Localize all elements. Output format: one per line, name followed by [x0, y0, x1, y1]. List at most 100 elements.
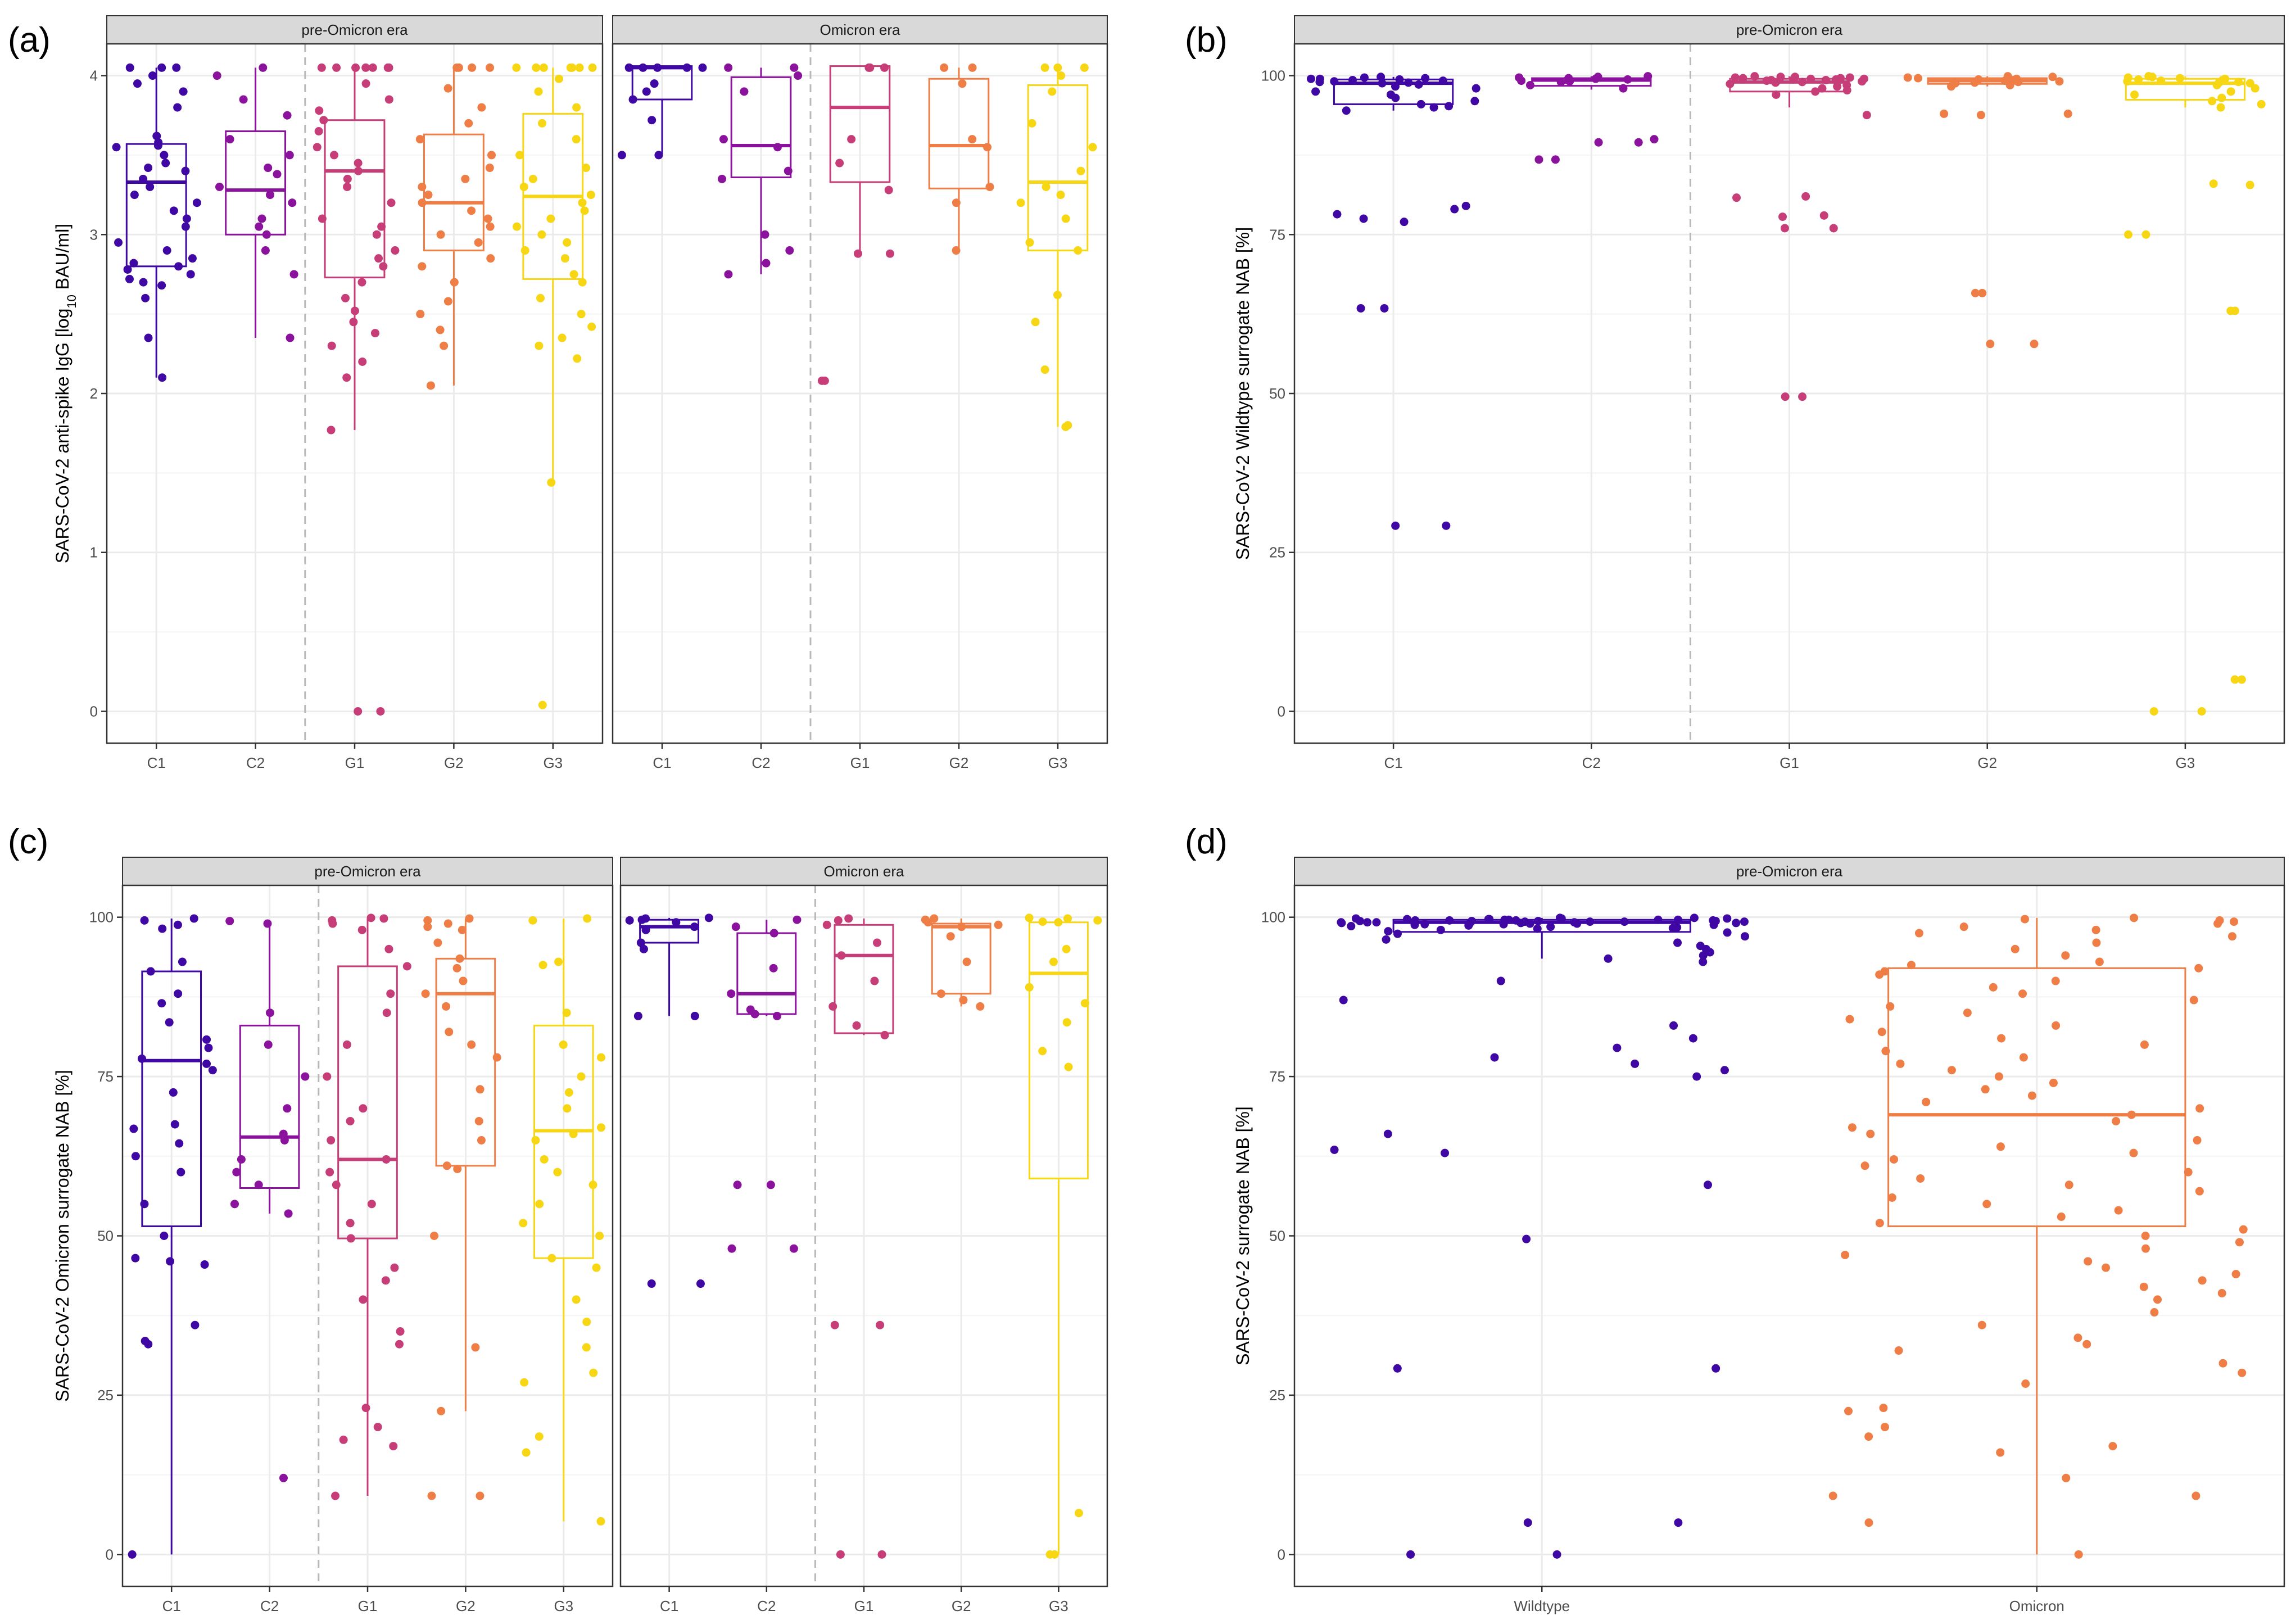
data-point: [1586, 917, 1595, 926]
box-iqr: [141, 970, 202, 1227]
data-point: [617, 151, 626, 160]
data-point: [731, 922, 740, 931]
data-point: [330, 151, 339, 160]
data-point: [2139, 1282, 2148, 1291]
data-point: [1982, 1200, 1991, 1209]
data-point: [208, 1066, 217, 1075]
y-tick-label: 50: [1269, 1228, 1285, 1245]
data-point: [146, 182, 155, 191]
data-point: [1339, 996, 1348, 1005]
data-point: [1061, 214, 1070, 223]
box-iqr: [829, 65, 891, 183]
data-point: [137, 1054, 146, 1063]
data-point: [1886, 1002, 1895, 1011]
data-point: [1057, 71, 1066, 80]
data-point: [1963, 1008, 1972, 1017]
data-point: [418, 198, 427, 207]
data-point: [672, 918, 681, 927]
data-point: [139, 278, 148, 287]
data-point: [144, 333, 153, 342]
data-point: [578, 198, 587, 207]
y-tick-label: 75: [97, 1068, 114, 1085]
data-point: [2055, 77, 2064, 86]
data-point: [257, 214, 266, 223]
data-point: [2231, 1270, 2240, 1279]
data-point: [873, 938, 882, 947]
box-iqr: [1333, 78, 1454, 105]
data-point: [1348, 75, 1357, 84]
data-point: [112, 143, 121, 152]
data-point: [1359, 214, 1368, 223]
x-tick-label: C2: [751, 754, 770, 771]
data-point: [1631, 1059, 1640, 1068]
data-point: [596, 1517, 605, 1526]
data-point: [794, 71, 803, 80]
data-point: [1806, 74, 1815, 83]
data-point: [255, 222, 264, 231]
data-point: [560, 254, 569, 263]
data-point: [486, 222, 495, 231]
y-tick-label: 2: [90, 385, 98, 402]
data-point: [2213, 919, 2222, 928]
data-point: [1522, 1234, 1531, 1243]
data-point: [1970, 78, 1979, 87]
data-point: [1977, 1320, 1986, 1329]
data-point: [520, 246, 529, 255]
data-point: [212, 71, 221, 80]
y-tick-label: 1: [90, 544, 98, 561]
data-point: [1533, 924, 1542, 933]
box-group-c2: [727, 915, 802, 1253]
data-point: [1391, 82, 1400, 91]
data-point: [1306, 74, 1315, 83]
data-point: [727, 989, 736, 998]
data-point: [1372, 918, 1381, 927]
data-point: [639, 944, 648, 953]
data-point: [170, 1120, 179, 1129]
box-iqr: [736, 932, 797, 1015]
data-point: [573, 354, 582, 363]
x-tick-label: G3: [1049, 1598, 1068, 1614]
data-point: [772, 1011, 781, 1020]
y-tick-label: 0: [106, 1546, 114, 1563]
data-point: [562, 1008, 571, 1017]
data-point: [376, 707, 385, 716]
data-point: [182, 214, 191, 223]
data-point: [2218, 1359, 2227, 1368]
data-point: [2230, 917, 2239, 926]
data-point: [547, 478, 556, 487]
data-point: [847, 135, 856, 144]
data-point: [2091, 925, 2100, 934]
box-group-g3: [519, 914, 606, 1526]
data-point: [1750, 72, 1759, 81]
data-point: [2063, 109, 2072, 118]
data-point: [1914, 74, 1923, 83]
data-point: [1016, 198, 1025, 207]
data-point: [2209, 179, 2218, 188]
data-point: [2021, 1379, 2030, 1388]
data-point: [2257, 99, 2266, 108]
data-point: [486, 254, 495, 263]
data-point: [131, 1254, 140, 1263]
data-point: [637, 915, 646, 924]
data-point: [1619, 84, 1628, 93]
data-point: [318, 214, 327, 223]
data-point: [1914, 929, 1923, 938]
panel-label-b: (b): [1185, 21, 1228, 60]
data-point: [519, 1219, 528, 1228]
panel-label-a: (a): [8, 21, 51, 60]
data-point: [1844, 1406, 1853, 1415]
data-point: [179, 87, 188, 96]
data-point: [830, 1320, 839, 1329]
data-point: [450, 278, 459, 287]
data-point: [289, 270, 298, 279]
data-point: [1801, 192, 1810, 201]
data-point: [2061, 951, 2070, 960]
data-point: [515, 151, 524, 160]
data-point: [1726, 79, 1735, 88]
box-iqr: [324, 119, 386, 279]
data-point: [1080, 999, 1089, 1008]
box-group-g2: [921, 914, 1003, 1011]
box-group-g1: [822, 914, 894, 1559]
data-point: [596, 1053, 605, 1062]
data-point: [837, 951, 846, 960]
